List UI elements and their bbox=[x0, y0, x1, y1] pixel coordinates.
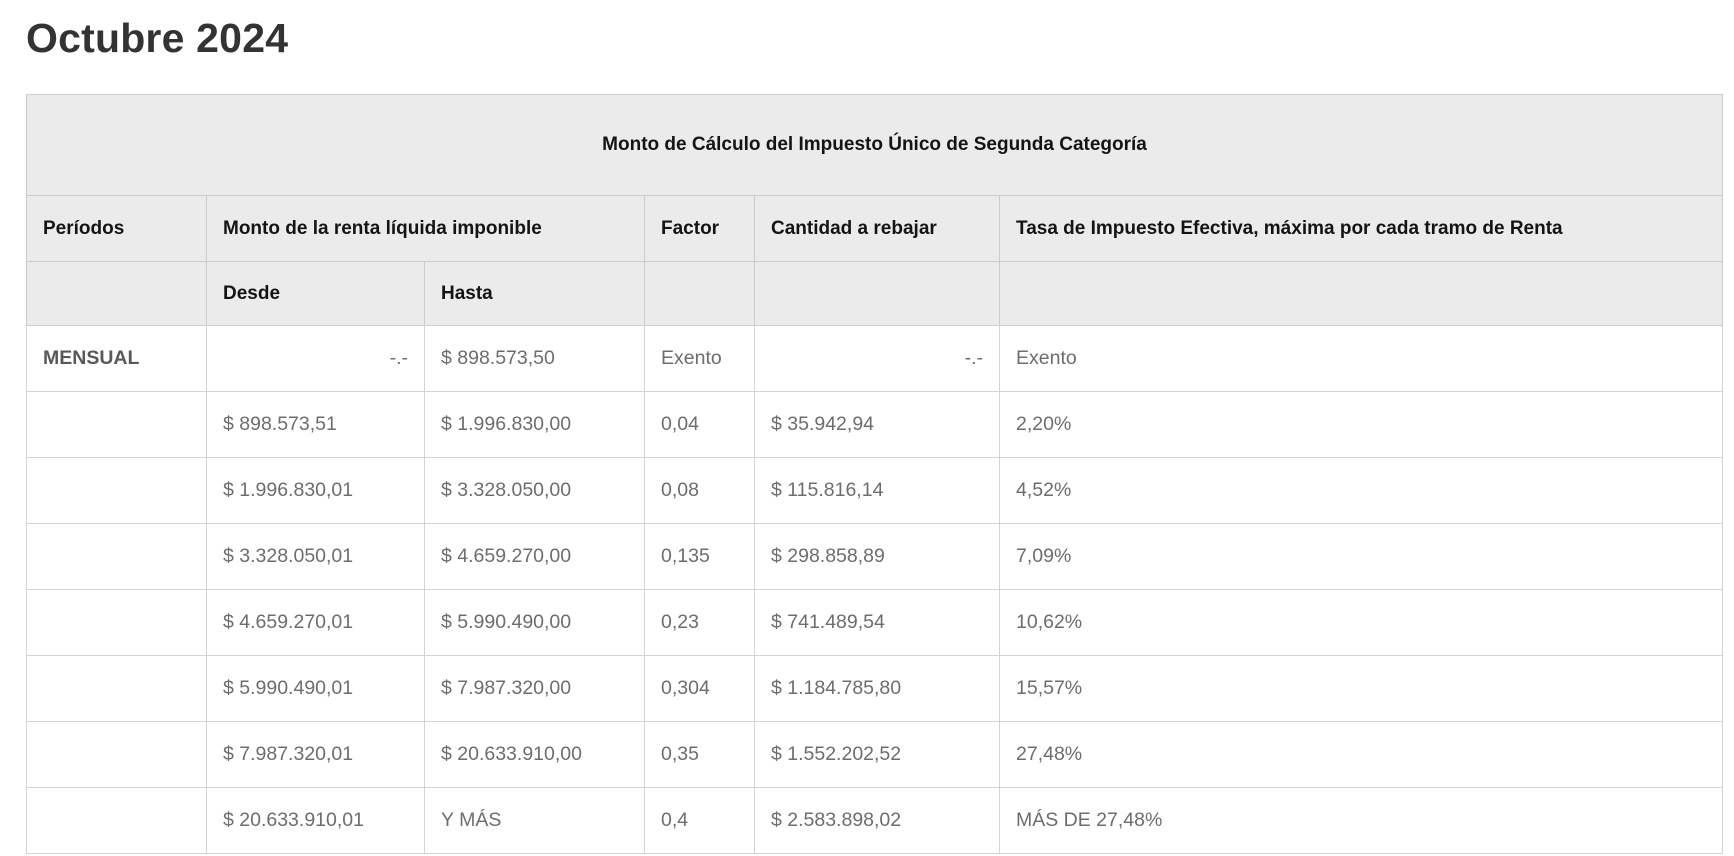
cell-tasa: 4,52% bbox=[998, 457, 1724, 524]
cell-hasta: $ 7.987.320,00 bbox=[424, 655, 645, 722]
cell-desde: $ 5.990.490,01 bbox=[206, 655, 425, 722]
cell-tasa: 15,57% bbox=[998, 655, 1724, 722]
cell-hasta: $ 898.573,50 bbox=[424, 325, 645, 392]
cell-factor: 0,304 bbox=[644, 655, 755, 722]
cell-tasa: 27,48% bbox=[998, 721, 1724, 788]
cell-desde: $ 7.987.320,01 bbox=[206, 721, 425, 788]
cell-factor: 0,08 bbox=[644, 457, 755, 524]
cell-periodo bbox=[26, 721, 207, 788]
cell-hasta: $ 20.633.910,00 bbox=[424, 721, 645, 788]
cell-cantidad: $ 1.552.202,52 bbox=[754, 721, 1000, 788]
cell-periodo bbox=[26, 391, 207, 458]
cell-factor: 0,4 bbox=[644, 787, 755, 854]
cell-hasta: $ 5.990.490,00 bbox=[424, 589, 645, 656]
cell-periodo bbox=[26, 589, 207, 656]
table-row: $ 5.990.490,01 $ 7.987.320,00 0,304 $ 1.… bbox=[26, 655, 1724, 722]
column-header-tasa: Tasa de Impuesto Efectiva, máxima por ca… bbox=[998, 195, 1724, 262]
cell-factor: 0,23 bbox=[644, 589, 755, 656]
sub-header-desde: Desde bbox=[206, 261, 425, 326]
tax-bracket-table: Monto de Cálculo del Impuesto Único de S… bbox=[25, 94, 1724, 854]
sub-header-hasta: Hasta bbox=[424, 261, 645, 326]
cell-periodo: MENSUAL bbox=[26, 325, 207, 392]
cell-periodo bbox=[26, 787, 207, 854]
cell-periodo bbox=[26, 457, 207, 524]
table-row: $ 7.987.320,01 $ 20.633.910,00 0,35 $ 1.… bbox=[26, 721, 1724, 788]
cell-tasa: 2,20% bbox=[998, 391, 1724, 458]
page-title: Octubre 2024 bbox=[26, 15, 289, 61]
cell-hasta: $ 4.659.270,00 bbox=[424, 523, 645, 590]
cell-cantidad: -.- bbox=[754, 325, 1000, 392]
sub-header-row: Desde Hasta bbox=[26, 261, 1724, 326]
cell-cantidad: $ 298.858,89 bbox=[754, 523, 1000, 590]
sub-header-empty-cantidad bbox=[754, 261, 1000, 326]
column-header-periodos: Períodos bbox=[26, 195, 207, 262]
column-header-row: Períodos Monto de la renta líquida impon… bbox=[26, 195, 1724, 262]
column-header-monto-renta: Monto de la renta líquida imponible bbox=[206, 195, 645, 262]
cell-hasta: $ 1.996.830,00 bbox=[424, 391, 645, 458]
table-row: $ 1.996.830,01 $ 3.328.050,00 0,08 $ 115… bbox=[26, 457, 1724, 524]
cell-desde: $ 898.573,51 bbox=[206, 391, 425, 458]
column-header-factor: Factor bbox=[644, 195, 755, 262]
table-row: $ 20.633.910,01 Y MÁS 0,4 $ 2.583.898,02… bbox=[26, 787, 1724, 854]
cell-cantidad: $ 1.184.785,80 bbox=[754, 655, 1000, 722]
cell-hasta: Y MÁS bbox=[424, 787, 645, 854]
table-row: $ 898.573,51 $ 1.996.830,00 0,04 $ 35.94… bbox=[26, 391, 1724, 458]
cell-desde: $ 3.328.050,01 bbox=[206, 523, 425, 590]
cell-desde: -.- bbox=[206, 325, 425, 392]
sub-header-empty-tasa bbox=[998, 261, 1724, 326]
cell-tasa: 10,62% bbox=[998, 589, 1724, 656]
cell-factor: 0,135 bbox=[644, 523, 755, 590]
cell-cantidad: $ 35.942,94 bbox=[754, 391, 1000, 458]
table-title-row: Monto de Cálculo del Impuesto Único de S… bbox=[25, 94, 1724, 196]
cell-tasa: 7,09% bbox=[998, 523, 1724, 590]
cell-desde: $ 4.659.270,01 bbox=[206, 589, 425, 656]
cell-cantidad: $ 741.489,54 bbox=[754, 589, 1000, 656]
cell-hasta: $ 3.328.050,00 bbox=[424, 457, 645, 524]
cell-tasa: Exento bbox=[998, 325, 1724, 392]
cell-tasa: MÁS DE 27,48% bbox=[998, 787, 1724, 854]
sub-header-empty-factor bbox=[644, 261, 755, 326]
sub-header-empty-periodos bbox=[26, 261, 207, 326]
table-row: $ 3.328.050,01 $ 4.659.270,00 0,135 $ 29… bbox=[26, 523, 1724, 590]
cell-factor: 0,35 bbox=[644, 721, 755, 788]
cell-factor: 0,04 bbox=[644, 391, 755, 458]
cell-factor: Exento bbox=[644, 325, 755, 392]
cell-periodo bbox=[26, 655, 207, 722]
table-row-mensual: MENSUAL -.- $ 898.573,50 Exento -.- Exen… bbox=[26, 325, 1724, 392]
cell-periodo bbox=[26, 523, 207, 590]
cell-cantidad: $ 115.816,14 bbox=[754, 457, 1000, 524]
cell-desde: $ 1.996.830,01 bbox=[206, 457, 425, 524]
column-header-cantidad: Cantidad a rebajar bbox=[754, 195, 1000, 262]
cell-desde: $ 20.633.910,01 bbox=[206, 787, 425, 854]
table-title: Monto de Cálculo del Impuesto Único de S… bbox=[25, 94, 1724, 196]
cell-cantidad: $ 2.583.898,02 bbox=[754, 787, 1000, 854]
table-row: $ 4.659.270,01 $ 5.990.490,00 0,23 $ 741… bbox=[26, 589, 1724, 656]
